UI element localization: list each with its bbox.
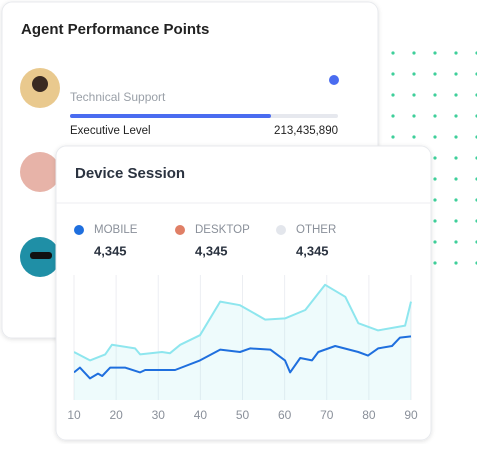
chart: MOBILE 4,345 DESKTOP 4,345 OTHER 4,345 10 20 30 4… xyxy=(67,224,418,422)
area xyxy=(74,284,411,400)
card-title: Agent Performance Points xyxy=(21,21,209,38)
legend-dot xyxy=(175,225,185,235)
dot xyxy=(412,135,416,139)
line xyxy=(74,335,412,380)
dot xyxy=(391,114,395,118)
line xyxy=(74,283,412,362)
dot xyxy=(454,114,458,118)
dot xyxy=(433,240,437,244)
legend-dot xyxy=(276,225,286,235)
dot xyxy=(454,93,458,97)
x-tick-label: 80 xyxy=(362,408,376,422)
department: Technical Support xyxy=(70,90,166,104)
x-tick-label: 20 xyxy=(109,408,123,422)
dot xyxy=(454,135,458,139)
session-card xyxy=(55,145,432,441)
points: 213,435,890 xyxy=(274,125,338,137)
progress-bar xyxy=(70,114,271,118)
avatar-face xyxy=(32,76,48,92)
status-dot xyxy=(329,75,339,85)
dot xyxy=(454,51,458,55)
dot xyxy=(433,51,437,55)
legend-label: OTHER xyxy=(296,224,336,236)
dot xyxy=(433,114,437,118)
legend-dot xyxy=(74,225,84,235)
legend-label: DESKTOP xyxy=(195,224,250,236)
level: Executive Level xyxy=(70,125,151,137)
legend-total: 4,345 xyxy=(94,243,127,258)
dot xyxy=(454,240,458,244)
dot xyxy=(433,219,437,223)
dot xyxy=(454,177,458,181)
x-tick-label: 70 xyxy=(320,408,334,422)
dot xyxy=(433,261,437,265)
legend-total: 4,345 xyxy=(296,243,329,258)
avatar-glasses xyxy=(30,252,52,259)
x-tick-label: 60 xyxy=(278,408,292,422)
dot xyxy=(454,219,458,223)
plot xyxy=(74,283,412,400)
dot xyxy=(433,93,437,97)
dot xyxy=(454,156,458,160)
dot xyxy=(391,72,395,76)
legend-total: 4,345 xyxy=(195,243,228,258)
x-tick-label: 10 xyxy=(67,408,81,422)
x-tick-label: 40 xyxy=(194,408,208,422)
dot xyxy=(391,93,395,97)
dot xyxy=(391,135,395,139)
legend-label: MOBILE xyxy=(94,224,138,236)
avatar xyxy=(20,152,60,192)
dot xyxy=(391,51,395,55)
x-tick-label: 90 xyxy=(404,408,418,422)
dot xyxy=(412,114,416,118)
dot xyxy=(412,72,416,76)
dot xyxy=(433,135,437,139)
card-title: Device Session xyxy=(75,165,185,182)
dot xyxy=(454,261,458,265)
dot xyxy=(433,177,437,181)
dot xyxy=(454,198,458,202)
x-tick-label: 30 xyxy=(152,408,166,422)
dot xyxy=(412,51,416,55)
dot xyxy=(433,156,437,160)
dot xyxy=(433,198,437,202)
dot xyxy=(433,72,437,76)
x-tick-label: 50 xyxy=(236,408,250,422)
dot xyxy=(454,72,458,76)
dot xyxy=(412,93,416,97)
